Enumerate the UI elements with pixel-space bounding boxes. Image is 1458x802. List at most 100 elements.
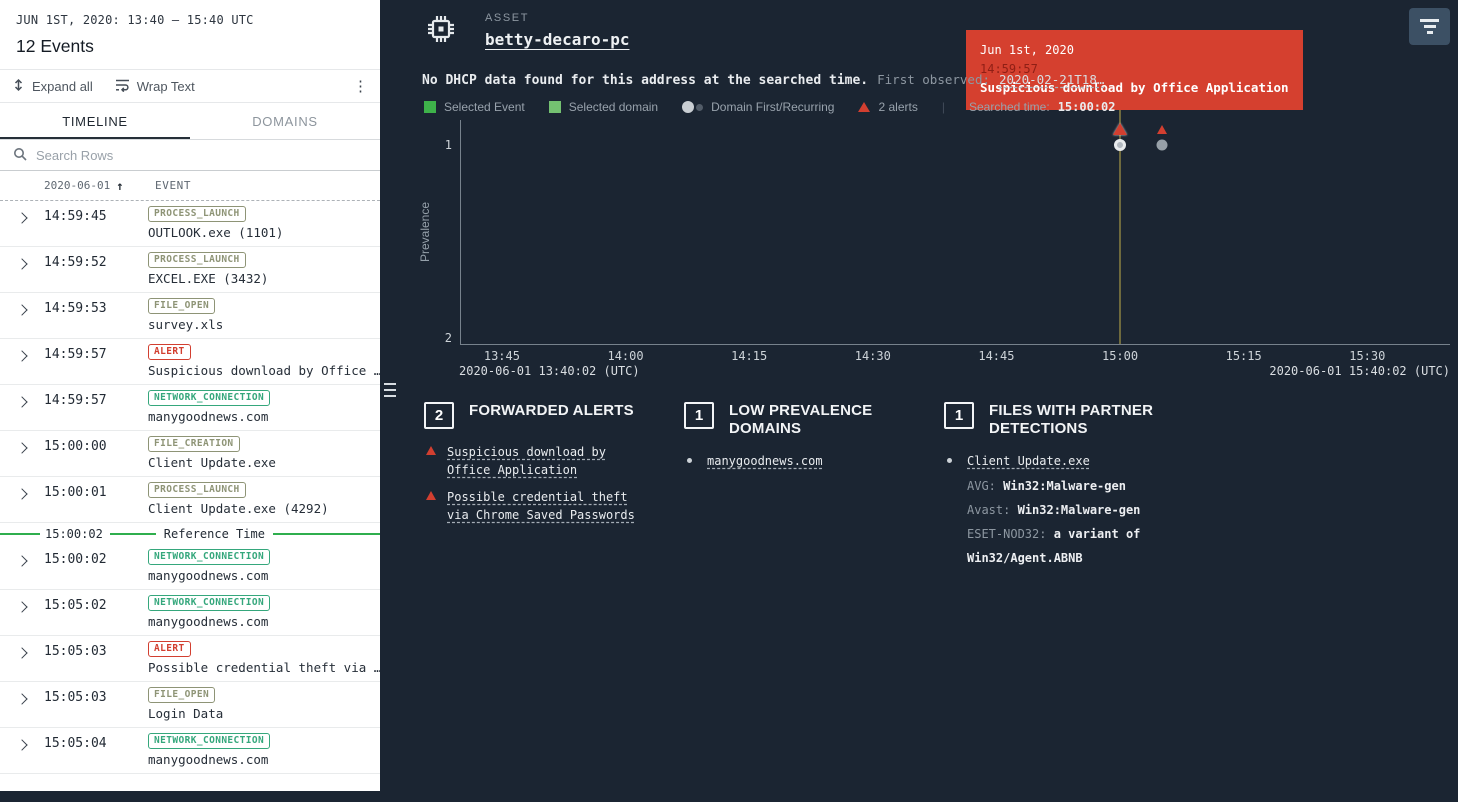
domain-circles-icon bbox=[682, 101, 704, 113]
dhcp-row: No DHCP data found for this address at t… bbox=[422, 72, 1104, 88]
expand-chevron-icon[interactable] bbox=[0, 390, 44, 424]
detection-detail: Avast: Win32:Malware-gen bbox=[967, 497, 1182, 521]
expand-chevron-icon[interactable] bbox=[0, 436, 44, 470]
dot-icon bbox=[687, 458, 692, 463]
event-text: Client Update.exe bbox=[148, 455, 276, 470]
expand-chevron-icon[interactable] bbox=[0, 482, 44, 516]
event-row[interactable]: 14:59:52 PROCESS_LAUNCH EXCEL.EXE (3432) bbox=[0, 247, 380, 293]
count-badge: 1 bbox=[944, 402, 974, 429]
wrap-text-button[interactable]: Wrap Text bbox=[115, 78, 195, 95]
legend-label: Selected domain bbox=[568, 100, 659, 114]
legend-label: Searched time: bbox=[968, 100, 1050, 114]
expand-chevron-icon[interactable] bbox=[0, 252, 44, 286]
y-tick-label: 1 bbox=[444, 138, 452, 153]
tooltip-time: 14:59:57 bbox=[980, 61, 1038, 76]
tab-domains[interactable]: DOMAINS bbox=[252, 113, 318, 129]
event-time: 15:05:04 bbox=[44, 736, 107, 751]
event-type-badge: FILE_OPEN bbox=[148, 687, 216, 703]
event-row[interactable]: 14:59:57 ALERT Suspicious download by Of… bbox=[0, 339, 380, 385]
sort-ascending-icon: ↑ bbox=[116, 178, 124, 193]
event-content: NETWORK_CONNECTION manygoodnews.com bbox=[148, 390, 380, 424]
event-content: ALERT Suspicious download by Office … bbox=[148, 344, 380, 378]
prevalence-chart: Prevalence 1 2 13:45 14:00 14:15 14:30 14:45 1… bbox=[418, 106, 1450, 378]
tooltip-date: Jun 1st, 2020 bbox=[980, 43, 1074, 57]
list-item: manygoodnews.com bbox=[684, 452, 944, 470]
panel-header: 1 LOW PREVALENCE DOMAINS bbox=[684, 402, 944, 438]
event-time: 15:05:03 bbox=[44, 644, 107, 659]
event-time: 15:00:00 bbox=[44, 439, 107, 454]
event-type-badge: NETWORK_CONNECTION bbox=[148, 390, 271, 406]
x-tick-label: 14:30 bbox=[854, 349, 891, 363]
event-row[interactable]: 15:05:04 NETWORK_CONNECTION manygoodnews… bbox=[0, 728, 380, 774]
detection-value: Win32:Malware-gen bbox=[1017, 503, 1141, 517]
asset-name-link[interactable]: betty-decaro-pc bbox=[485, 30, 630, 49]
event-row[interactable]: 14:59:53 FILE_OPEN survey.xls bbox=[0, 293, 380, 339]
tab-timeline[interactable]: TIMELINE bbox=[0, 103, 190, 139]
more-options-button[interactable]: ⋮ bbox=[353, 79, 368, 94]
expand-chevron-icon[interactable] bbox=[0, 206, 44, 240]
legend-item: Selected domain bbox=[548, 100, 659, 114]
reference-line bbox=[0, 532, 40, 535]
x-axis-start-label: 2020-06-01 13:40:02 (UTC) bbox=[459, 364, 640, 378]
x-tick-label: 15:00 bbox=[1101, 349, 1139, 363]
kebab-icon: ⋮ bbox=[353, 77, 368, 95]
domain-marker[interactable] bbox=[1114, 139, 1127, 152]
event-row[interactable]: 15:00:00 FILE_CREATION Client Update.exe bbox=[0, 431, 380, 477]
event-row[interactable]: 15:00:01 PROCESS_LAUNCH Client Update.ex… bbox=[0, 477, 380, 523]
event-content: ALERT Possible credential theft via … bbox=[148, 641, 380, 675]
item-link[interactable]: manygoodnews.com bbox=[707, 454, 823, 468]
wrap-text-label: Wrap Text bbox=[136, 78, 195, 94]
item-link[interactable]: Client Update.exe bbox=[967, 454, 1090, 468]
event-row[interactable]: 15:05:03 ALERT Possible credential theft… bbox=[0, 636, 380, 682]
expand-chevron-icon[interactable] bbox=[0, 641, 44, 675]
item-link[interactable]: Suspicious download by Office Applicatio… bbox=[447, 445, 606, 477]
expand-all-icon bbox=[12, 78, 25, 95]
event-time: 14:59:57 bbox=[44, 393, 107, 408]
panel-title: LOW PREVALENCE DOMAINS bbox=[729, 402, 873, 437]
alert-triangle-icon[interactable] bbox=[1113, 123, 1128, 135]
expand-chevron-icon[interactable] bbox=[0, 687, 44, 721]
event-time: 15:05:02 bbox=[44, 598, 107, 613]
domain-marker[interactable] bbox=[1156, 139, 1168, 151]
expand-chevron-icon[interactable] bbox=[0, 549, 44, 583]
column-event-label: EVENT bbox=[155, 179, 192, 192]
panel-resize-handle[interactable] bbox=[384, 383, 396, 397]
first-observed-link[interactable]: 2020-02-21T18… bbox=[999, 72, 1105, 87]
event-row[interactable]: 15:05:03 FILE_OPEN Login Data bbox=[0, 682, 380, 728]
alert-triangle-icon[interactable] bbox=[1156, 125, 1167, 134]
dot-icon bbox=[947, 458, 952, 463]
events-count: 12 Events bbox=[16, 36, 94, 56]
filter-button[interactable] bbox=[1409, 8, 1450, 45]
event-type-badge: NETWORK_CONNECTION bbox=[148, 549, 271, 565]
event-row[interactable]: 15:00:02 NETWORK_CONNECTION manygoodnews… bbox=[0, 544, 380, 590]
item-link[interactable]: Possible credential theft via Chrome Sav… bbox=[447, 490, 635, 522]
legend-label: Domain First/Recurring bbox=[711, 100, 835, 114]
wrap-text-icon bbox=[115, 78, 130, 95]
expand-chevron-icon[interactable] bbox=[0, 595, 44, 629]
panel-title: FORWARDED ALERTS bbox=[469, 402, 634, 419]
search-icon bbox=[13, 146, 27, 165]
event-row[interactable]: 15:05:02 NETWORK_CONNECTION manygoodnews… bbox=[0, 590, 380, 636]
search-rows-input[interactable] bbox=[36, 147, 367, 163]
column-date-sort[interactable]: 2020-06-01 ↑ bbox=[44, 179, 155, 193]
date-range: JUN 1ST, 2020: 13:40 – 15:40 UTC bbox=[16, 13, 254, 27]
event-row[interactable]: 14:59:57 NETWORK_CONNECTION manygoodnews… bbox=[0, 385, 380, 431]
event-row[interactable]: 14:59:45 PROCESS_LAUNCH OUTLOOK.exe (110… bbox=[0, 201, 380, 247]
summary-panel: 1 FILES WITH PARTNER DETECTIONS Client Upd… bbox=[944, 402, 1274, 569]
y-axis-label: Prevalence bbox=[418, 201, 432, 263]
event-text: manygoodnews.com bbox=[148, 409, 269, 424]
event-content: PROCESS_LAUNCH EXCEL.EXE (3432) bbox=[148, 252, 380, 286]
expand-all-button[interactable]: Expand all bbox=[12, 78, 93, 95]
detection-vendor-label: ESET-NOD32: bbox=[967, 527, 1054, 541]
event-content: FILE_OPEN survey.xls bbox=[148, 298, 380, 332]
expand-chevron-icon[interactable] bbox=[0, 298, 44, 332]
count-badge: 1 bbox=[684, 402, 714, 429]
expand-chevron-icon[interactable] bbox=[0, 344, 44, 378]
event-type-badge: FILE_CREATION bbox=[148, 436, 240, 452]
timeline-tabs: TIMELINE DOMAINS bbox=[0, 103, 380, 140]
event-time: 14:59:53 bbox=[44, 301, 107, 316]
x-tick-label: 15:15 bbox=[1225, 349, 1262, 363]
expand-chevron-icon[interactable] bbox=[0, 733, 44, 767]
event-time: 14:59:45 bbox=[44, 209, 107, 224]
